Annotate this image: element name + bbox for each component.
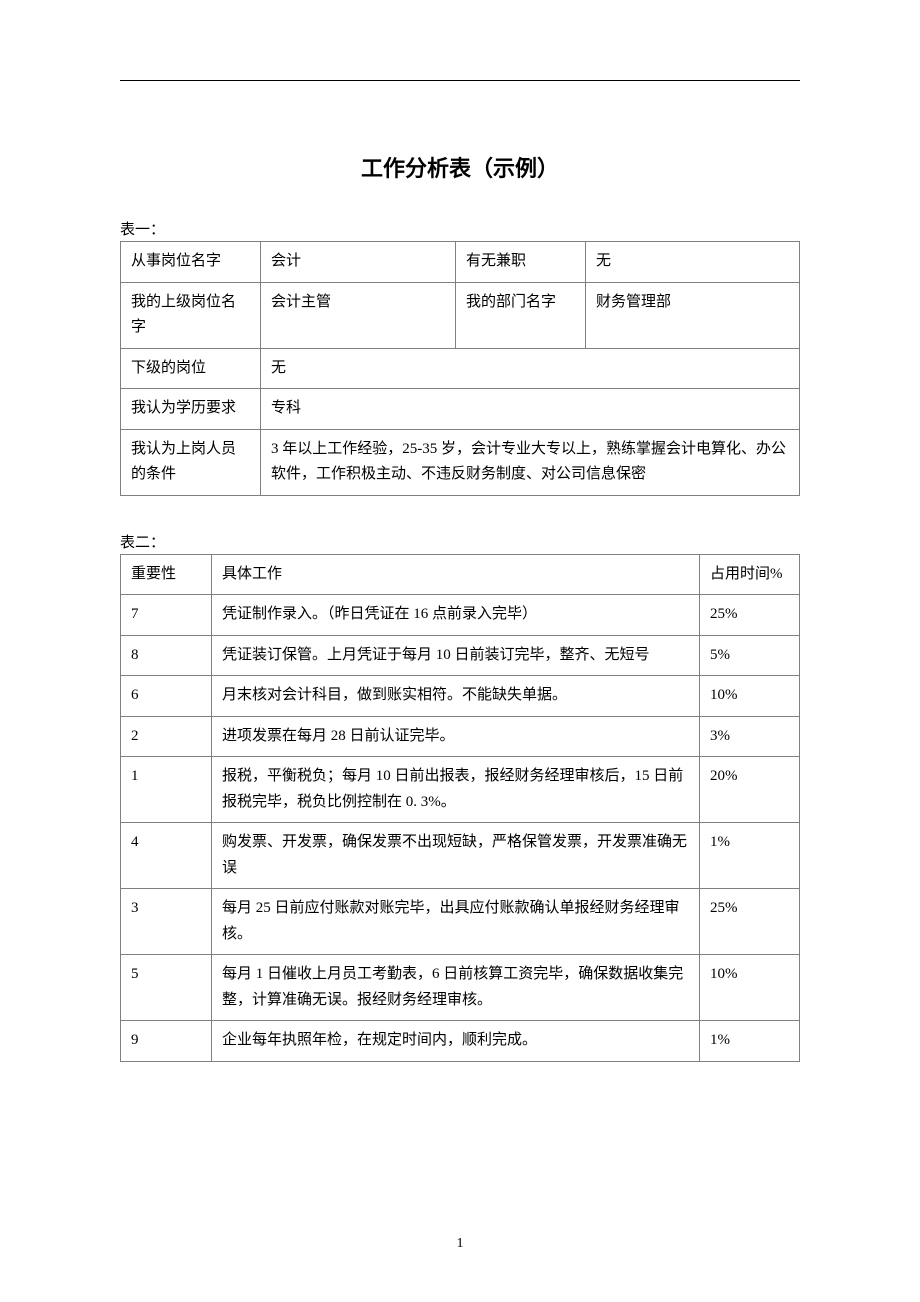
table2-row: 7凭证制作录入。（昨日凭证在 16 点前录入完毕）25% [121,595,800,636]
table1-row: 我认为上岗人员的条件3 年以上工作经验，25-35 岁，会计专业大专以上，熟练掌… [121,429,800,495]
table2: 重要性具体工作占用时间%7凭证制作录入。（昨日凭证在 16 点前录入完毕）25%… [120,554,800,1062]
table1-cell: 专科 [261,389,800,430]
table2-cell-importance: 7 [121,595,212,636]
table1-cell: 会计 [261,242,456,283]
table1-cell: 我的部门名字 [456,282,586,348]
table2-cell-time: 20% [700,757,800,823]
table1-label: 表一： [120,218,800,239]
table2-cell-work: 企业每年执照年检，在规定时间内，顺利完成。 [212,1021,700,1062]
table2-cell-importance: 4 [121,823,212,889]
table2-cell-work: 购发票、开发票，确保发票不出现短缺，严格保管发票，开发票准确无误 [212,823,700,889]
table2-cell-importance: 1 [121,757,212,823]
table2-cell-importance: 9 [121,1021,212,1062]
table2-cell-time: 10% [700,955,800,1021]
table1-cell: 下级的岗位 [121,348,261,389]
table2-cell-time: 25% [700,889,800,955]
table2-cell-work: 月末核对会计科目，做到账实相符。不能缺失单据。 [212,676,700,717]
table2-row: 1报税，平衡税负；每月 10 日前出报表，报经财务经理审核后，15 日前报税完毕… [121,757,800,823]
table2-cell-importance: 5 [121,955,212,1021]
table2-header-row: 重要性具体工作占用时间% [121,554,800,595]
table1-cell: 3 年以上工作经验，25-35 岁，会计专业大专以上，熟练掌握会计电算化、办公软… [261,429,800,495]
table1-row: 下级的岗位无 [121,348,800,389]
table2-row: 3每月 25 日前应付账款对账完毕，出具应付账款确认单报经财务经理审核。25% [121,889,800,955]
table2-cell-importance: 2 [121,716,212,757]
document-title: 工作分析表（示例） [120,151,800,183]
table1-cell: 无 [261,348,800,389]
table1-cell: 无 [586,242,800,283]
table2-header-cell: 重要性 [121,554,212,595]
table2-cell-importance: 6 [121,676,212,717]
table2-row: 9企业每年执照年检，在规定时间内，顺利完成。1% [121,1021,800,1062]
page-number: 1 [0,1236,920,1252]
table2-cell-time: 5% [700,635,800,676]
table2-header-cell: 具体工作 [212,554,700,595]
table2-cell-work: 进项发票在每月 28 日前认证完毕。 [212,716,700,757]
table2-row: 4购发票、开发票，确保发票不出现短缺，严格保管发票，开发票准确无误1% [121,823,800,889]
table1-cell: 有无兼职 [456,242,586,283]
table2-cell-work: 凭证装订保管。上月凭证于每月 10 日前装订完毕，整齐、无短号 [212,635,700,676]
table1-cell: 财务管理部 [586,282,800,348]
table2-cell-work: 每月 1 日催收上月员工考勤表，6 日前核算工资完毕，确保数据收集完整，计算准确… [212,955,700,1021]
table2-cell-work: 每月 25 日前应付账款对账完毕，出具应付账款确认单报经财务经理审核。 [212,889,700,955]
table1-cell: 从事岗位名字 [121,242,261,283]
table1-row: 我的上级岗位名字会计主管我的部门名字财务管理部 [121,282,800,348]
table2-cell-time: 10% [700,676,800,717]
table2-cell-time: 3% [700,716,800,757]
table2-cell-importance: 8 [121,635,212,676]
table2-row: 5每月 1 日催收上月员工考勤表，6 日前核算工资完毕，确保数据收集完整，计算准… [121,955,800,1021]
table1-cell: 我的上级岗位名字 [121,282,261,348]
table2-cell-time: 1% [700,1021,800,1062]
table1-cell: 会计主管 [261,282,456,348]
table2-cell-importance: 3 [121,889,212,955]
table1-row: 从事岗位名字会计有无兼职无 [121,242,800,283]
table2-cell-work: 报税，平衡税负；每月 10 日前出报表，报经财务经理审核后，15 日前报税完毕，… [212,757,700,823]
table2-row: 8凭证装订保管。上月凭证于每月 10 日前装订完毕，整齐、无短号5% [121,635,800,676]
table2-cell-time: 25% [700,595,800,636]
table2-header-cell: 占用时间% [700,554,800,595]
table1: 从事岗位名字会计有无兼职无我的上级岗位名字会计主管我的部门名字财务管理部下级的岗… [120,241,800,496]
table2-row: 6月末核对会计科目，做到账实相符。不能缺失单据。10% [121,676,800,717]
header-divider [120,80,800,81]
table1-cell: 我认为学历要求 [121,389,261,430]
table2-cell-time: 1% [700,823,800,889]
table2-row: 2进项发票在每月 28 日前认证完毕。3% [121,716,800,757]
table1-cell: 我认为上岗人员的条件 [121,429,261,495]
table2-cell-work: 凭证制作录入。（昨日凭证在 16 点前录入完毕） [212,595,700,636]
table2-label: 表二： [120,531,800,552]
table1-row: 我认为学历要求专科 [121,389,800,430]
